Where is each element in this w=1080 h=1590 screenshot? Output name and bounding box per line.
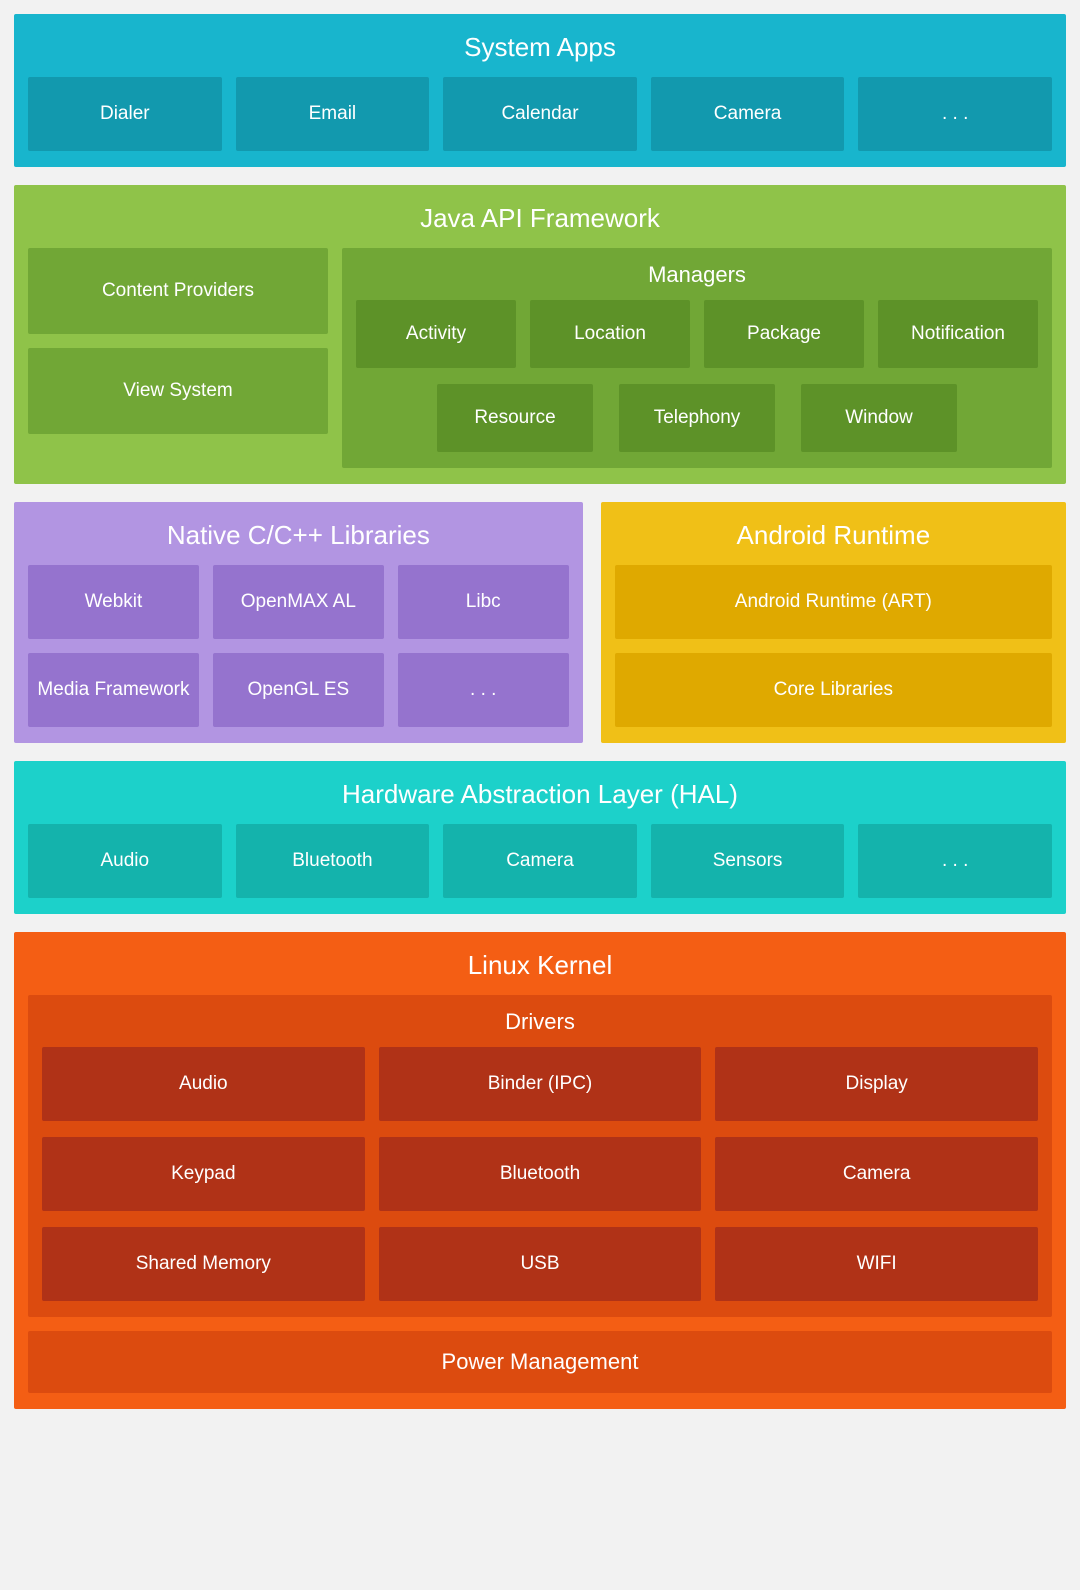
driver-block: Bluetooth — [379, 1137, 702, 1211]
native-lib-block: Libc — [398, 565, 569, 639]
driver-block: Binder (IPC) — [379, 1047, 702, 1121]
layer-title: Android Runtime — [615, 514, 1052, 565]
layer-native-libs: Native C/C++ Libraries Webkit OpenMAX AL… — [14, 502, 583, 743]
system-app-block: Calendar — [443, 77, 637, 151]
manager-block: Telephony — [619, 384, 775, 452]
layer-hal: Hardware Abstraction Layer (HAL) Audio B… — [14, 761, 1066, 914]
native-lib-block: . . . — [398, 653, 569, 727]
driver-block: Display — [715, 1047, 1038, 1121]
managers-panel: Managers Activity Location Package Notif… — [342, 248, 1052, 468]
runtime-block: Android Runtime (ART) — [615, 565, 1052, 639]
hal-block: Sensors — [651, 824, 845, 898]
hal-block: . . . — [858, 824, 1052, 898]
system-app-block: Camera — [651, 77, 845, 151]
layer-java-api: Java API Framework Content Providers Vie… — [14, 185, 1066, 484]
managers-title: Managers — [356, 258, 1038, 300]
manager-block: Window — [801, 384, 957, 452]
driver-block: Shared Memory — [42, 1227, 365, 1301]
layer-system-apps: System Apps Dialer Email Calendar Camera… — [14, 14, 1066, 167]
hal-block: Bluetooth — [236, 824, 430, 898]
driver-block: Keypad — [42, 1137, 365, 1211]
layer-title: System Apps — [28, 26, 1052, 77]
hal-block: Audio — [28, 824, 222, 898]
driver-block: WIFI — [715, 1227, 1038, 1301]
native-lib-block: OpenMAX AL — [213, 565, 384, 639]
system-app-block: Email — [236, 77, 430, 151]
manager-block: Resource — [437, 384, 593, 452]
manager-block: Activity — [356, 300, 516, 368]
layer-title: Linux Kernel — [28, 944, 1052, 995]
driver-block: Camera — [715, 1137, 1038, 1211]
driver-block: Audio — [42, 1047, 365, 1121]
power-management-panel: Power Management — [28, 1331, 1052, 1393]
manager-block: Package — [704, 300, 864, 368]
layer-linux-kernel: Linux Kernel Drivers Audio Binder (IPC) … — [14, 932, 1066, 1409]
api-block-content-providers: Content Providers — [28, 248, 328, 334]
drivers-title: Drivers — [42, 1005, 1038, 1047]
power-management-title: Power Management — [42, 1349, 1038, 1375]
hal-block: Camera — [443, 824, 637, 898]
runtime-block: Core Libraries — [615, 653, 1052, 727]
system-app-block: . . . — [858, 77, 1052, 151]
manager-block: Notification — [878, 300, 1038, 368]
native-lib-block: Webkit — [28, 565, 199, 639]
drivers-panel: Drivers Audio Binder (IPC) Display Keypa… — [28, 995, 1052, 1317]
layer-title: Java API Framework — [28, 197, 1052, 248]
system-app-block: Dialer — [28, 77, 222, 151]
native-lib-block: OpenGL ES — [213, 653, 384, 727]
native-lib-block: Media Framework — [28, 653, 199, 727]
layer-android-runtime: Android Runtime Android Runtime (ART) Co… — [601, 502, 1066, 743]
layer-title: Native C/C++ Libraries — [28, 514, 569, 565]
layer-title: Hardware Abstraction Layer (HAL) — [28, 773, 1052, 824]
manager-block: Location — [530, 300, 690, 368]
api-block-view-system: View System — [28, 348, 328, 434]
driver-block: USB — [379, 1227, 702, 1301]
